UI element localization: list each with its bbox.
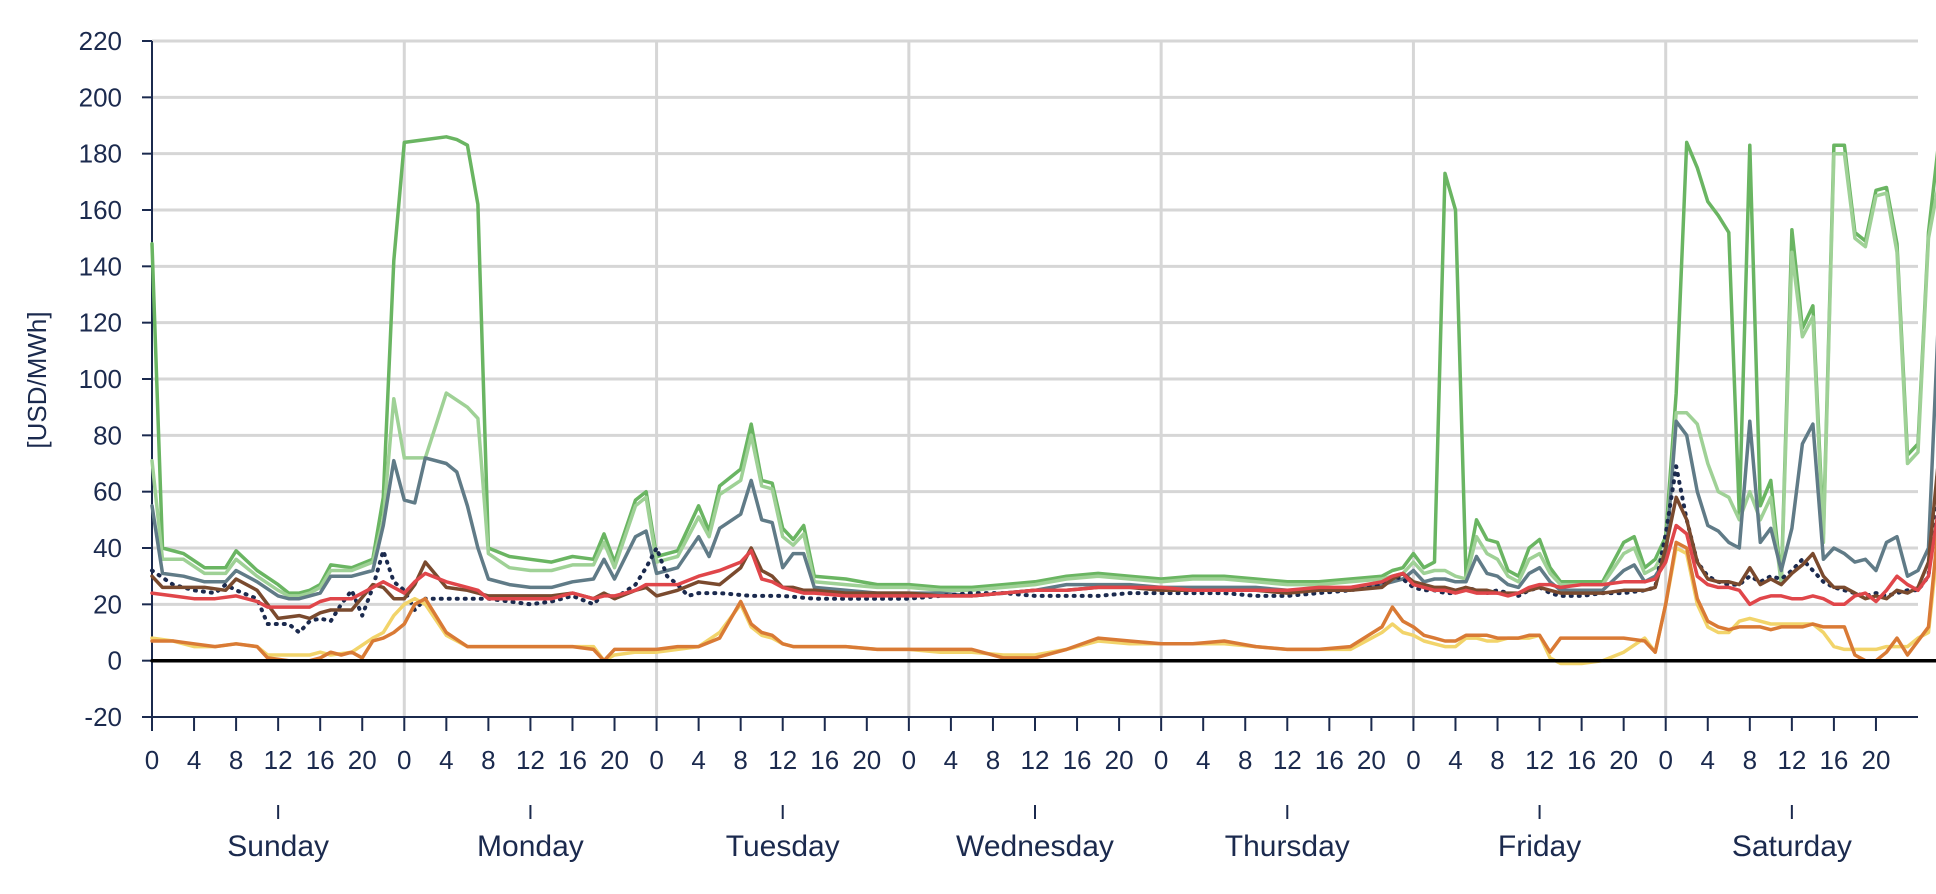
y-tick-label: 100 <box>79 364 122 394</box>
x-tick-label: 12 <box>264 745 293 775</box>
x-tick-label: 20 <box>1609 745 1638 775</box>
x-tick-label: 20 <box>1861 745 1890 775</box>
x-tick-label: 16 <box>1063 745 1092 775</box>
day-label: Tuesday <box>726 830 840 863</box>
y-axis-title: [USD/MWh] <box>22 311 52 448</box>
y-tick-label: 140 <box>79 251 122 281</box>
x-tick-label: 16 <box>1567 745 1596 775</box>
y-tick-label: 200 <box>79 82 122 112</box>
x-tick-label: 8 <box>1743 745 1757 775</box>
x-tick-label: 8 <box>1238 745 1252 775</box>
x-tick-label: 4 <box>439 745 453 775</box>
x-tick-label: 12 <box>1021 745 1050 775</box>
series-layer <box>150 135 1936 666</box>
x-tick-label: 20 <box>852 745 881 775</box>
day-label: Sunday <box>227 830 329 863</box>
y-tick-label: 180 <box>79 139 122 169</box>
x-tick-label: 16 <box>306 745 335 775</box>
x-tick-label: 0 <box>1406 745 1420 775</box>
y-tick-label: 80 <box>93 420 122 450</box>
y-tick-label: 0 <box>108 646 122 676</box>
y-tick-label: 20 <box>93 589 122 619</box>
x-tick-label: 16 <box>1819 745 1848 775</box>
x-tick-label: 4 <box>187 745 201 775</box>
label-layer: [USD/MWh] -20020406080100120140160180200… <box>22 26 1890 863</box>
x-tick-label: 8 <box>986 745 1000 775</box>
x-tick-label: 16 <box>810 745 839 775</box>
x-tick-label: 0 <box>145 745 159 775</box>
y-tick-label: -20 <box>84 702 122 732</box>
x-tick-label: 12 <box>1777 745 1806 775</box>
x-tick-label: 0 <box>1658 745 1672 775</box>
x-tick-label: 4 <box>1701 745 1715 775</box>
day-label: Friday <box>1498 830 1581 863</box>
series-line <box>150 514 1936 609</box>
day-label: Thursday <box>1225 830 1350 863</box>
series-line <box>150 135 1936 595</box>
x-tick-label: 8 <box>481 745 495 775</box>
y-tick-label: 160 <box>79 195 122 225</box>
x-tick-label: 16 <box>558 745 587 775</box>
day-label: Wednesday <box>956 830 1114 863</box>
day-label: Saturday <box>1732 830 1852 863</box>
day-label: Monday <box>477 830 584 863</box>
x-tick-label: 8 <box>229 745 243 775</box>
x-tick-label: 4 <box>1448 745 1462 775</box>
series-line <box>150 467 1936 621</box>
x-tick-label: 4 <box>691 745 705 775</box>
x-tick-label: 4 <box>1196 745 1210 775</box>
x-tick-label: 8 <box>1490 745 1504 775</box>
x-tick-label: 20 <box>600 745 629 775</box>
x-tick-label: 16 <box>1315 745 1344 775</box>
x-tick-label: 20 <box>1357 745 1386 775</box>
x-tick-label: 0 <box>397 745 411 775</box>
axis-layer <box>142 40 1918 819</box>
series-line <box>150 532 1936 663</box>
x-tick-label: 12 <box>1525 745 1554 775</box>
x-tick-label: 12 <box>1273 745 1302 775</box>
x-tick-label: 12 <box>516 745 545 775</box>
x-tick-label: 12 <box>768 745 797 775</box>
series-line <box>150 334 1936 601</box>
x-tick-label: 0 <box>649 745 663 775</box>
y-tick-label: 60 <box>93 477 122 507</box>
x-tick-label: 0 <box>1154 745 1168 775</box>
x-tick-label: 20 <box>1105 745 1134 775</box>
y-tick-label: 40 <box>93 533 122 563</box>
y-tick-label: 220 <box>79 26 122 56</box>
x-tick-label: 8 <box>733 745 747 775</box>
x-tick-label: 0 <box>902 745 916 775</box>
y-tick-label: 120 <box>79 308 122 338</box>
series-line <box>150 151 1936 598</box>
x-tick-label: 4 <box>944 745 958 775</box>
x-tick-label: 20 <box>348 745 377 775</box>
